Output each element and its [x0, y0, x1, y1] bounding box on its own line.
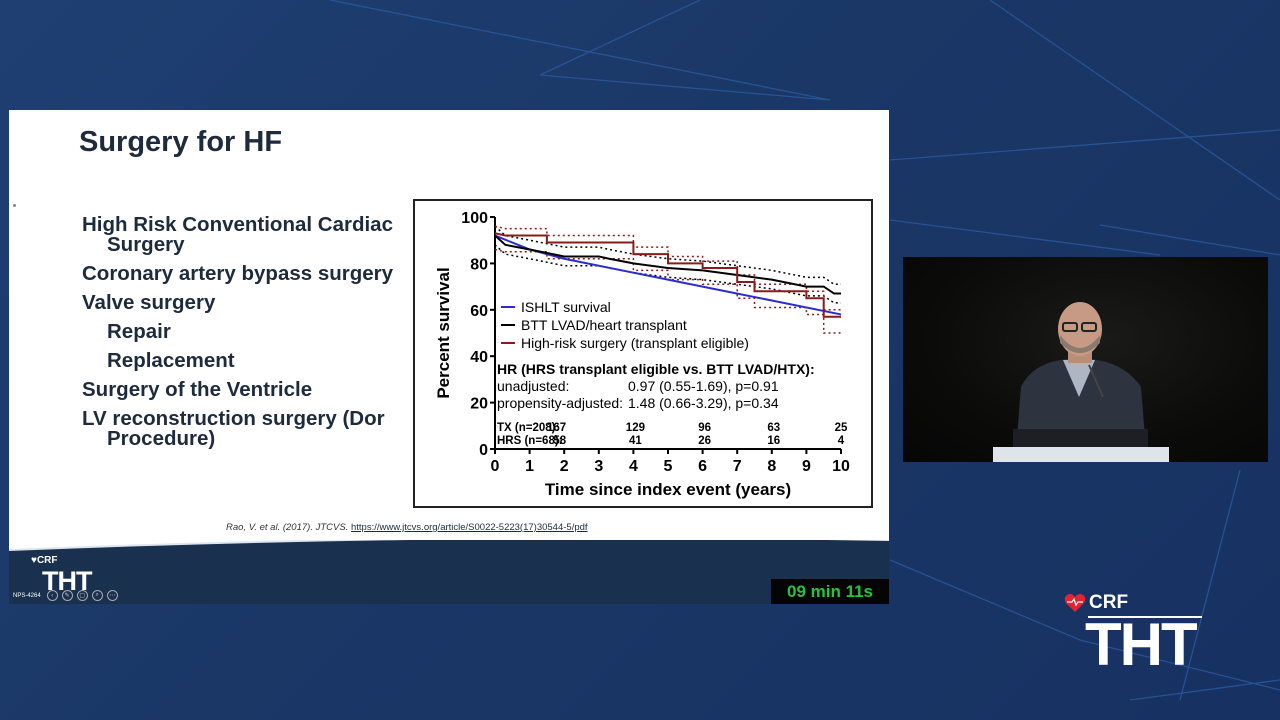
previous-icon[interactable]: ‹ — [46, 590, 58, 601]
bullet-subitem: Repair — [107, 320, 171, 343]
y-axis-label: Percent survival — [434, 267, 453, 398]
hr-row-label: propensity-adjusted: — [497, 395, 623, 411]
brand-tht-logo: THT — [1085, 611, 1198, 678]
legend-label: ISHLT survival — [521, 299, 611, 315]
brand-crf-text: CRF — [1089, 592, 1129, 613]
slideshow-controls: NPS-4264 ‹ ✎ ▢ ⌕ ⋯ — [13, 590, 118, 601]
risk-value: 26 — [698, 435, 711, 447]
y-tick-label: 20 — [470, 396, 488, 413]
slide-number: NPS-4264 — [13, 592, 41, 599]
hr-row-label: unadjusted: — [497, 378, 569, 394]
brand-crf-logo: CRF — [1064, 592, 1128, 614]
brand-divider — [1088, 616, 1202, 618]
citation-journal: JTCVS. — [315, 522, 349, 533]
pen-icon[interactable]: ✎ — [61, 590, 73, 601]
x-axis-label: Time since index event (years) — [545, 480, 791, 499]
bullet-list: High Risk Conventional Cardiac Surgery C… — [82, 215, 398, 465]
citation: Rao, V. et al. (2017). JTCVS. https://ww… — [226, 522, 588, 533]
series-line-3 — [494, 232, 841, 318]
bullet-item: Surgery of the Ventricle — [82, 378, 313, 401]
risk-value: 58 — [553, 435, 566, 447]
bullet-item: High Risk Conventional Cardiac Surgery — [82, 215, 398, 255]
x-tick-label: 1 — [525, 458, 534, 475]
x-tick-label: 5 — [664, 458, 673, 475]
footer-crf-text: CRF — [36, 555, 58, 566]
x-tick-label: 2 — [560, 458, 569, 475]
chart-canvas: 0 20 40 60 80 100 0 1 2 3 4 5 6 7 8 9 10 Time since index… — [434, 210, 850, 499]
bullet-subitem: Replacement — [107, 349, 235, 372]
slide-footer-band — [9, 540, 889, 604]
bullet-continuation: Surgery — [107, 233, 185, 256]
y-tick-label: 100 — [461, 210, 488, 227]
y-tick-label: 40 — [470, 349, 488, 366]
bullet-text: High Risk Conventional Cardiac — [82, 215, 393, 236]
legend-label: BTT LVAD/heart transplant — [521, 317, 687, 333]
bullet-item: Coronary artery bypass surgery — [82, 262, 394, 285]
x-tick-label: 0 — [491, 458, 500, 475]
risk-row-label: HRS (n=68): — [497, 435, 563, 447]
x-tick-label: 8 — [767, 458, 776, 475]
survival-chart: 0 20 40 60 80 100 0 1 2 3 4 5 6 7 8 9 10 Time since index… — [413, 199, 873, 508]
confidence-band — [494, 225, 841, 311]
heart-icon — [1064, 593, 1086, 612]
more-icon[interactable]: ⋯ — [106, 590, 118, 601]
bullet-text: LV reconstruction surgery (Dor — [82, 407, 385, 430]
confidence-band — [494, 248, 841, 334]
confidence-band — [494, 244, 841, 304]
heart-icon: ♥ — [31, 555, 37, 566]
x-tick-label: 3 — [594, 458, 603, 475]
citation-authors: Rao, V. et al. (2017). — [226, 522, 316, 533]
bullet-item: Valve surgery — [82, 291, 216, 314]
speaker-video — [903, 257, 1268, 462]
y-tick-label: 0 — [479, 442, 488, 459]
risk-value: 167 — [547, 422, 566, 434]
risk-row-label: TX (n=208): — [497, 422, 559, 434]
risk-value: 129 — [626, 422, 645, 434]
risk-value: 96 — [698, 422, 711, 434]
timer-display: 09 min 11s — [771, 579, 889, 604]
zoom-icon[interactable]: ⌕ — [91, 590, 103, 601]
speaker-figure — [993, 302, 1169, 462]
hr-row-value: 1.48 (0.66-3.29), p=0.34 — [628, 395, 779, 411]
risk-value: 16 — [767, 435, 780, 447]
slide-title: Surgery for HF — [79, 126, 283, 158]
x-tick-label: 4 — [629, 458, 638, 475]
y-tick-label: 60 — [470, 303, 488, 320]
bullet-item: LV reconstruction surgery (Dor Procedure… — [82, 407, 398, 450]
hr-row-value: 0.97 (0.55-1.69), p=0.91 — [628, 378, 779, 394]
x-tick-label: 10 — [832, 458, 850, 475]
laser-dot — [13, 204, 16, 207]
x-tick-label: 6 — [698, 458, 707, 475]
presentation-slide: Surgery for HF High Risk Conventional Ca… — [9, 110, 889, 604]
x-tick-label: 7 — [733, 458, 742, 475]
citation-link[interactable]: https://www.jtcvs.org/article/S0022-5223… — [350, 522, 588, 533]
risk-value: 25 — [835, 422, 848, 434]
legend-label: High-risk surgery (transplant eligible) — [521, 335, 749, 351]
footer-crf-logo: ♥CRF — [31, 555, 58, 566]
risk-value: 63 — [767, 422, 780, 434]
confidence-band — [494, 225, 841, 286]
x-tick-label: 9 — [802, 458, 811, 475]
slides-icon[interactable]: ▢ — [76, 590, 88, 601]
risk-value: 41 — [629, 435, 642, 447]
risk-value: 4 — [838, 435, 845, 447]
y-tick-label: 80 — [470, 256, 488, 273]
bullet-continuation: Procedure) — [107, 427, 216, 450]
series-line-2 — [494, 234, 841, 295]
hr-title: HR (HRS transplant eligible vs. BTT LVAD… — [497, 361, 815, 377]
